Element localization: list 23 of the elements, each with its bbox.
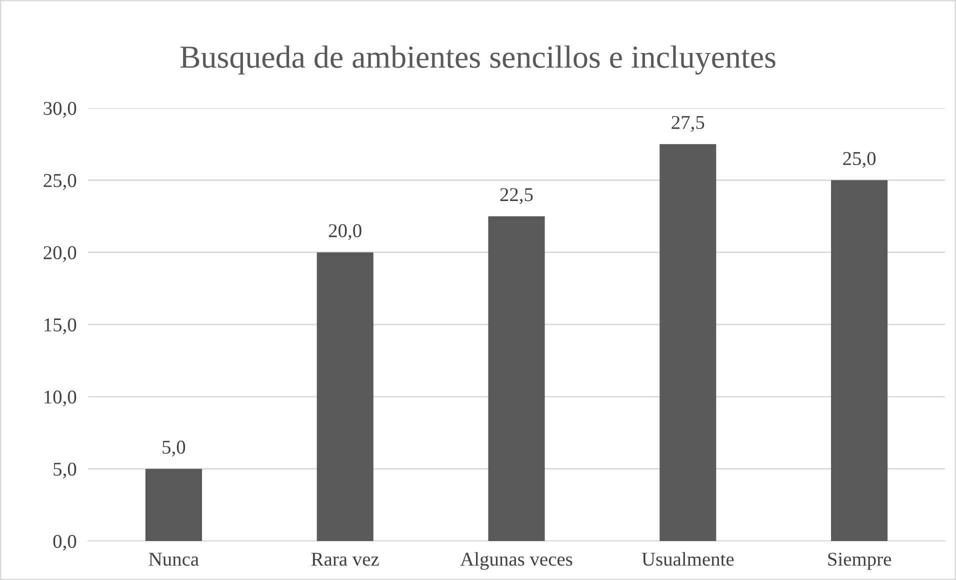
x-tick-label: Rara vez	[311, 552, 379, 566]
bar	[831, 180, 888, 541]
bar	[145, 468, 202, 541]
bar	[660, 144, 716, 541]
x-tick-label: Usualmente	[642, 552, 734, 566]
y-tick-label: 25,0	[44, 174, 76, 190]
y-tick-label: 30,0	[44, 102, 76, 118]
data-label: 20,0	[328, 224, 362, 240]
x-tick-label: Algunas veces	[460, 552, 572, 570]
x-tick-label: Nunca	[148, 552, 199, 566]
x-tick-label: Siempre	[828, 552, 892, 570]
y-tick-label: 5,0	[54, 462, 76, 479]
data-label: 27,5	[672, 116, 704, 132]
y-tick-label: 10,0	[44, 390, 76, 406]
y-tick-label: 15,0	[44, 318, 76, 334]
data-label: 5,0	[162, 440, 186, 457]
bar	[316, 252, 374, 541]
y-tick-label: 20,0	[44, 246, 76, 262]
y-tick-label: 0,0	[53, 534, 76, 551]
data-label: 22,5	[500, 188, 533, 204]
chart-title: Busqueda de ambientes sencillos e incluyentes	[180, 45, 776, 75]
data-label: 25,0	[843, 152, 876, 168]
bar	[488, 216, 545, 541]
